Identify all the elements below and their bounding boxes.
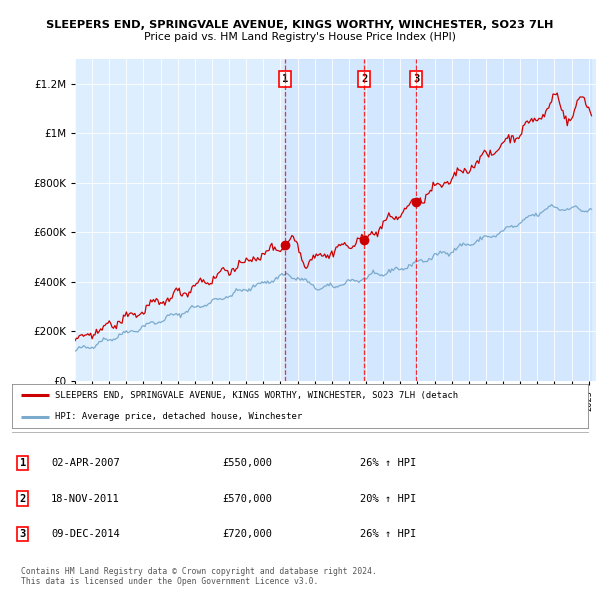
Text: 20% ↑ HPI: 20% ↑ HPI [360, 494, 416, 503]
Text: Contains HM Land Registry data © Crown copyright and database right 2024.: Contains HM Land Registry data © Crown c… [21, 566, 377, 576]
Text: 26% ↑ HPI: 26% ↑ HPI [360, 529, 416, 539]
Text: This data is licensed under the Open Government Licence v3.0.: This data is licensed under the Open Gov… [21, 576, 319, 586]
Text: 3: 3 [20, 529, 26, 539]
Text: £550,000: £550,000 [222, 458, 272, 468]
Text: SLEEPERS END, SPRINGVALE AVENUE, KINGS WORTHY, WINCHESTER, SO23 7LH: SLEEPERS END, SPRINGVALE AVENUE, KINGS W… [46, 21, 554, 30]
Text: HPI: Average price, detached house, Winchester: HPI: Average price, detached house, Winc… [55, 412, 302, 421]
Text: 1: 1 [20, 458, 26, 468]
Text: 2: 2 [20, 494, 26, 503]
Text: 3: 3 [413, 74, 419, 84]
Text: 1: 1 [281, 74, 288, 84]
Bar [416, 59, 592, 381]
Text: £570,000: £570,000 [222, 494, 272, 503]
Text: 18-NOV-2011: 18-NOV-2011 [51, 494, 120, 503]
Text: SLEEPERS END, SPRINGVALE AVENUE, KINGS WORTHY, WINCHESTER, SO23 7LH (detach: SLEEPERS END, SPRINGVALE AVENUE, KINGS W… [55, 391, 458, 400]
Text: 02-APR-2007: 02-APR-2007 [51, 458, 120, 468]
Bar [285, 59, 364, 381]
Text: Price paid vs. HM Land Registry's House Price Index (HPI): Price paid vs. HM Land Registry's House … [144, 32, 456, 41]
Text: 2: 2 [361, 74, 367, 84]
Bar [364, 59, 416, 381]
Text: £720,000: £720,000 [222, 529, 272, 539]
Text: 09-DEC-2014: 09-DEC-2014 [51, 529, 120, 539]
Text: 26% ↑ HPI: 26% ↑ HPI [360, 458, 416, 468]
